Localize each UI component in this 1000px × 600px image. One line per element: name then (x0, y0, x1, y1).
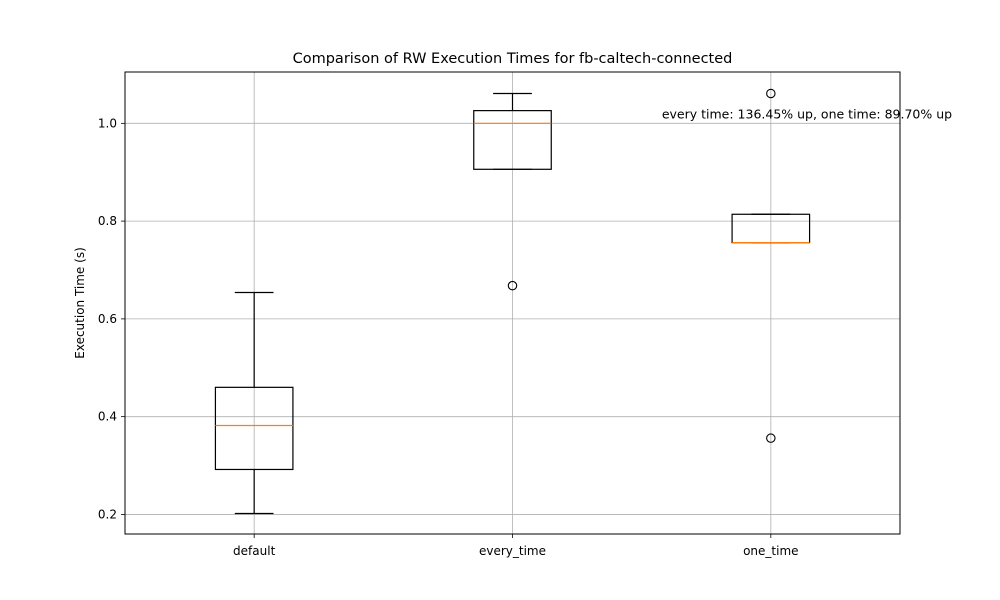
outlier-point (507, 280, 518, 291)
y-tick-label: 0.6 (98, 312, 117, 326)
x-tick-label: default (233, 544, 276, 558)
y-tick-label: 1.0 (98, 116, 117, 130)
y-axis-label: Execution Time (s) (73, 247, 87, 359)
chart-title: Comparison of RW Execution Times for fb-… (293, 51, 733, 67)
x-tick-label: every_time (479, 544, 546, 558)
box-iqr (473, 110, 552, 170)
box-iqr (214, 386, 294, 471)
y-tick-label: 0.4 (98, 410, 117, 424)
y-tick-label: 0.2 (98, 507, 117, 521)
x-tick-label: one_time (743, 544, 798, 558)
box-default (214, 291, 294, 515)
chart-annotation: every time: 136.45% up, one time: 89.70%… (662, 106, 952, 121)
box-one_time (731, 88, 811, 443)
outlier-point (766, 433, 776, 443)
y-tick-label: 0.8 (98, 214, 117, 228)
grid-lines (125, 72, 900, 534)
box-layer (214, 88, 811, 515)
box-every_time (473, 92, 552, 291)
outlier-point (766, 88, 776, 99)
tick-layer: default every_time one_time 0.2 0.4 0.6 0.8 1.0 (98, 116, 799, 558)
